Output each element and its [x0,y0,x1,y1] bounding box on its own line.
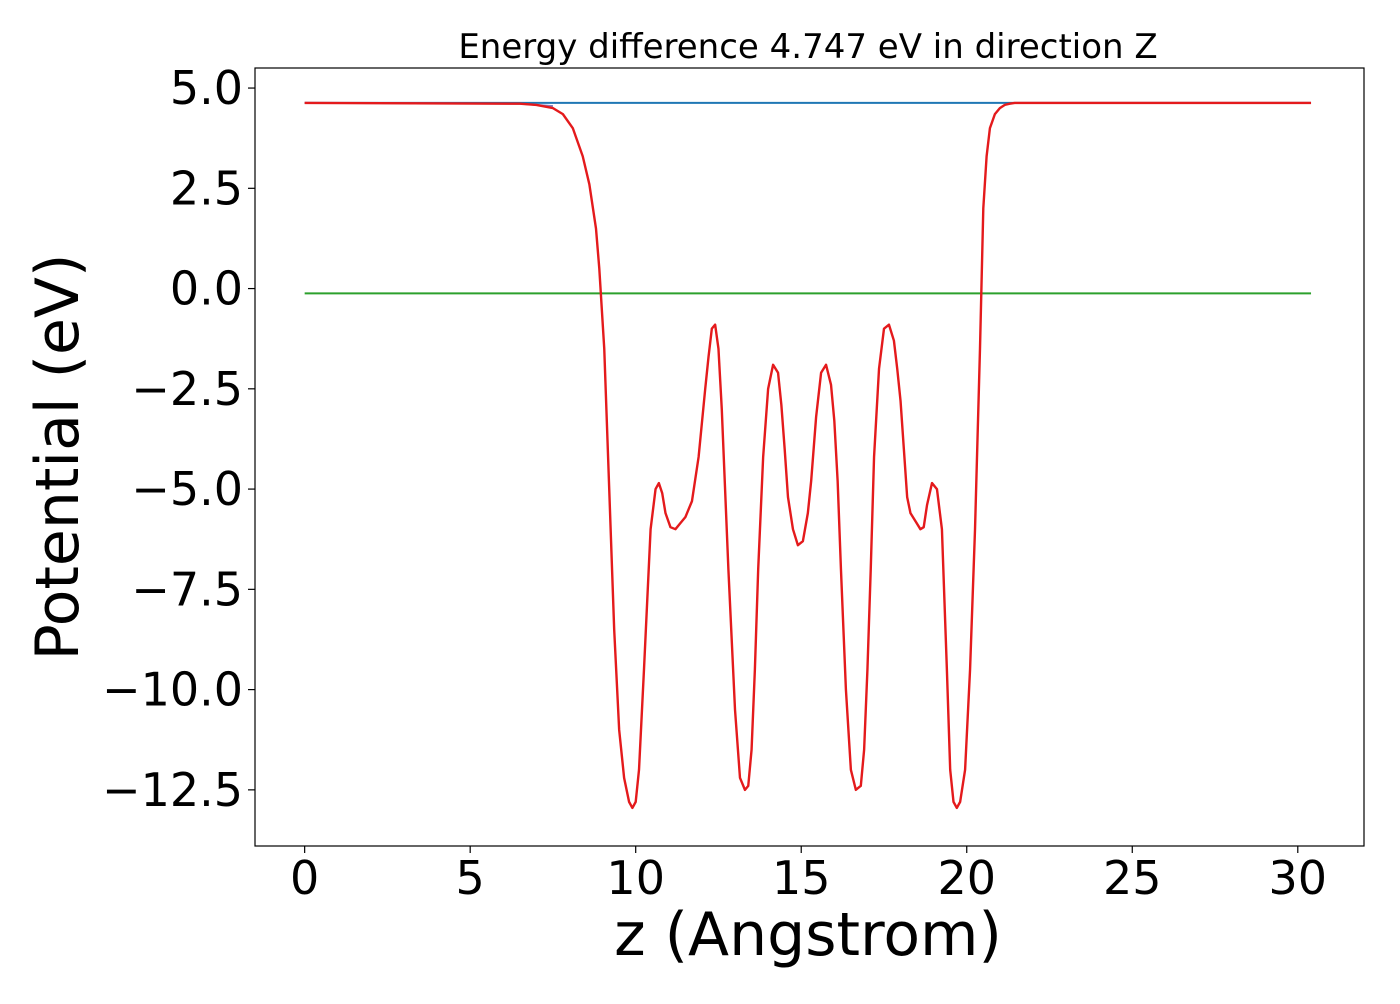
x-tick-label: 0 [290,851,319,905]
x-ticks: 0 5 10 15 20 25 30 [290,846,1327,905]
x-tick-label: 15 [772,851,831,905]
x-tick-label: 5 [456,851,485,905]
plot-frame [254,67,1365,847]
y-tick-label: 5.0 [170,61,243,115]
y-axis-label: Potential (eV) [23,254,93,661]
x-axis-label: z (Angstrom) [614,900,1002,970]
x-tick-label: 20 [937,851,996,905]
chart-title: Energy difference 4.747 eV in direction … [458,27,1157,67]
y-tick-label: −12.5 [102,763,243,817]
y-tick-label: −10.0 [102,663,243,717]
series-line-3 [304,101,1312,810]
x-tick-label: 10 [606,851,665,905]
y-tick-label: −5.0 [131,462,243,516]
y-tick-label: −2.5 [131,362,243,416]
x-tick-label: 30 [1269,851,1328,905]
y-ticks: 5.0 2.5 0.0 −2.5 −5.0 −7.5 −10.0 −12.5 [102,61,255,817]
y-tick-label: 2.5 [170,161,243,215]
y-tick-label: −7.5 [131,562,243,616]
series-layer [304,101,1312,810]
y-tick-label: 0.0 [170,262,243,316]
x-tick-label: 25 [1103,851,1162,905]
